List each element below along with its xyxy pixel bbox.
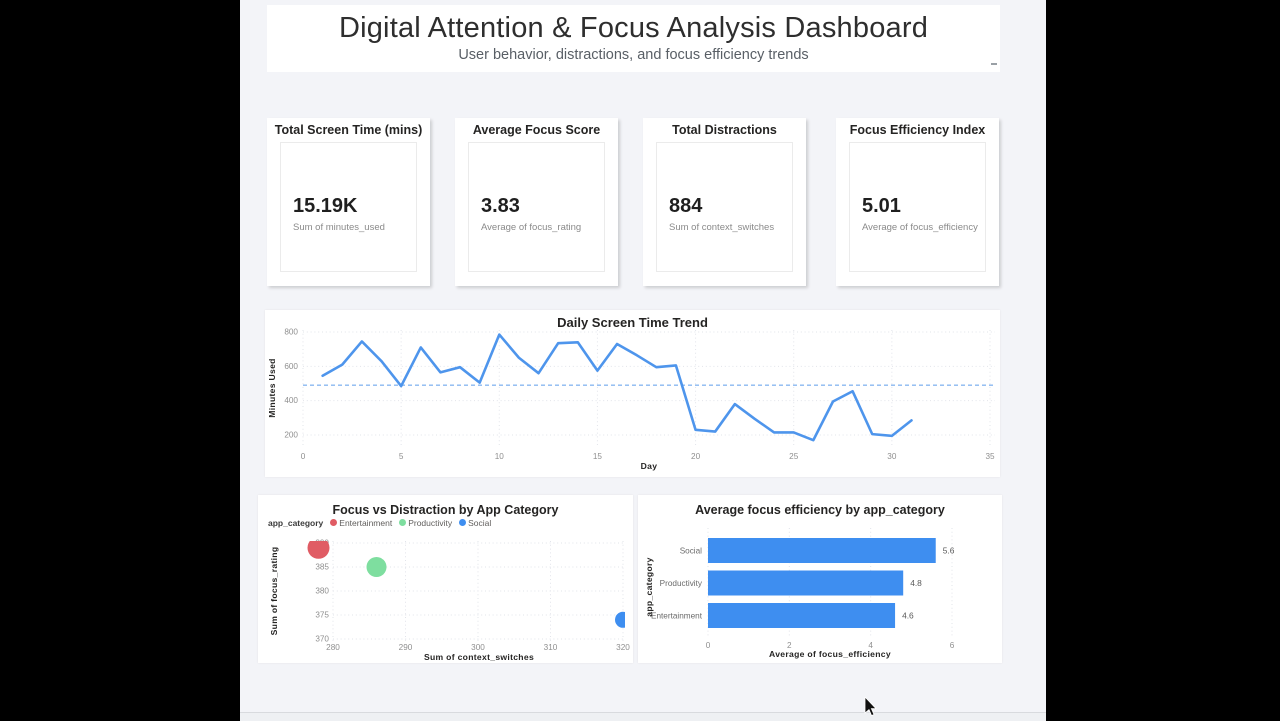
kpi-body: 3.83 Average of focus_rating bbox=[468, 142, 605, 272]
svg-text:4: 4 bbox=[868, 641, 873, 650]
svg-text:Social: Social bbox=[680, 547, 702, 556]
legend-label: Entertainment bbox=[339, 517, 393, 528]
legend-dot-icon bbox=[459, 519, 467, 526]
svg-text:280: 280 bbox=[326, 643, 340, 652]
line-chart-panel: Daily Screen Time Trend 200 400 600 800 0 5 10… bbox=[265, 310, 1000, 477]
kpi-value: 3.83 bbox=[481, 195, 520, 217]
kpi-card-focus-efficiency-index[interactable]: Focus Efficiency Index 5.01 Average of f… bbox=[836, 118, 999, 286]
kpi-caption: Sum of minutes_used bbox=[293, 222, 385, 233]
bar-chart-title: Average focus efficiency by app_category bbox=[695, 503, 945, 517]
svg-text:Sum of context_switches: Sum of context_switches bbox=[424, 652, 534, 662]
scatter-chart-panel: Focus vs Distraction by App Category app… bbox=[258, 495, 633, 663]
kpi-body: 884 Sum of context_switches bbox=[656, 142, 793, 272]
svg-text:Entertainment: Entertainment bbox=[651, 612, 703, 621]
svg-text:385: 385 bbox=[315, 563, 329, 572]
svg-text:300: 300 bbox=[471, 643, 485, 652]
line-chart-title: Daily Screen Time Trend bbox=[557, 315, 708, 330]
bar-social[interactable] bbox=[708, 538, 936, 563]
kpi-card-average-focus-score[interactable]: Average Focus Score 3.83 Average of focu… bbox=[455, 118, 618, 286]
svg-text:0: 0 bbox=[706, 641, 711, 650]
svg-text:Productivity: Productivity bbox=[660, 579, 703, 588]
bar-productivity[interactable] bbox=[708, 570, 904, 596]
kpi-caption: Average of focus_efficiency bbox=[862, 222, 978, 233]
legend-title: app_category bbox=[268, 517, 324, 528]
mouse-cursor bbox=[864, 697, 877, 717]
svg-text:30: 30 bbox=[887, 452, 897, 461]
kpi-body: 15.19K Sum of minutes_used bbox=[280, 142, 417, 272]
svg-text:10: 10 bbox=[495, 452, 505, 461]
svg-text:Sum of focus_rating: Sum of focus_rating bbox=[269, 547, 279, 636]
kpi-card-total-distractions[interactable]: Total Distractions 884 Sum of context_sw… bbox=[643, 118, 806, 286]
svg-text:600: 600 bbox=[284, 362, 298, 371]
scatter-point-entertainment[interactable] bbox=[307, 537, 330, 559]
kpi-title: Total Distractions bbox=[672, 123, 777, 137]
dashboard-canvas: Digital Attention & Focus Analysis Dashb… bbox=[240, 0, 1046, 721]
svg-text:0: 0 bbox=[301, 452, 306, 461]
textbox-resize-handle[interactable] bbox=[991, 63, 997, 65]
svg-text:6: 6 bbox=[950, 641, 955, 650]
page-subtitle: User behavior, distractions, and focus e… bbox=[458, 47, 809, 63]
legend-item-productivity[interactable]: Productivity bbox=[399, 518, 452, 528]
kpi-card-total-screen-time[interactable]: Total Screen Time (mins) 15.19K Sum of m… bbox=[267, 118, 430, 286]
svg-text:320: 320 bbox=[616, 643, 630, 652]
scatter-legend: app_category Entertainment Productivity So… bbox=[258, 516, 633, 529]
daily-screen-time-line-chart[interactable]: 200 400 600 800 0 5 10 15 20 25 30 35 Day Minutes Use… bbox=[265, 328, 1000, 477]
kpi-value: 15.19K bbox=[293, 195, 358, 217]
svg-text:200: 200 bbox=[284, 431, 298, 440]
kpi-caption: Average of focus_rating bbox=[481, 222, 582, 233]
bottom-scroll-strip bbox=[240, 712, 1046, 721]
svg-text:25: 25 bbox=[789, 452, 799, 461]
svg-text:4.8: 4.8 bbox=[910, 578, 922, 588]
legend-label: Social bbox=[468, 517, 492, 528]
svg-text:15: 15 bbox=[593, 452, 603, 461]
svg-text:400: 400 bbox=[284, 396, 298, 405]
kpi-caption: Sum of context_switches bbox=[669, 222, 775, 233]
svg-text:4.6: 4.6 bbox=[902, 611, 914, 621]
screen-time-trend-line[interactable] bbox=[321, 333, 913, 442]
legend-dot-icon bbox=[330, 519, 338, 526]
svg-text:5.6: 5.6 bbox=[943, 546, 955, 556]
kpi-title: Average Focus Score bbox=[472, 123, 601, 137]
svg-text:2: 2 bbox=[787, 641, 792, 650]
svg-text:290: 290 bbox=[399, 643, 413, 652]
focus-vs-distraction-scatter-chart[interactable]: 390385380375370280290300310320Sum of con… bbox=[258, 529, 633, 663]
page-title: Digital Attention & Focus Analysis Dashb… bbox=[338, 12, 929, 44]
svg-text:800: 800 bbox=[284, 328, 298, 337]
svg-text:Minutes Used: Minutes Used bbox=[267, 358, 277, 417]
bar-chart-panel: Average focus efficiency by app_category… bbox=[638, 495, 1002, 663]
scatter-point-productivity[interactable] bbox=[366, 557, 387, 577]
scatter-point-social[interactable] bbox=[615, 611, 631, 628]
legend-dot-icon bbox=[399, 519, 407, 526]
kpi-body: 5.01 Average of focus_efficiency bbox=[849, 142, 986, 272]
svg-text:370: 370 bbox=[315, 635, 329, 644]
legend-item-social[interactable]: Social bbox=[459, 518, 491, 528]
kpi-value: 884 bbox=[669, 195, 703, 217]
svg-text:20: 20 bbox=[691, 452, 701, 461]
svg-text:375: 375 bbox=[315, 611, 329, 620]
svg-text:app_category: app_category bbox=[644, 557, 654, 616]
svg-text:380: 380 bbox=[315, 587, 329, 596]
svg-text:35: 35 bbox=[985, 452, 995, 461]
focus-efficiency-bar-chart[interactable]: 0 2 4 6 Social 5.6 Productivity 4.8 Entertainmen… bbox=[638, 516, 1002, 663]
svg-text:5: 5 bbox=[399, 452, 404, 461]
kpi-title: Total Screen Time (mins) bbox=[274, 123, 423, 137]
kpi-value: 5.01 bbox=[862, 195, 901, 217]
bar-entertainment[interactable] bbox=[708, 603, 896, 628]
svg-text:Day: Day bbox=[641, 461, 658, 471]
legend-item-entertainment[interactable]: Entertainment bbox=[330, 518, 392, 528]
kpi-title: Focus Efficiency Index bbox=[849, 123, 986, 137]
svg-text:310: 310 bbox=[544, 643, 558, 652]
scatter-chart-title: Focus vs Distraction by App Category bbox=[332, 503, 559, 517]
legend-label: Productivity bbox=[408, 517, 453, 528]
svg-text:Average of focus_efficiency: Average of focus_efficiency bbox=[769, 649, 891, 659]
title-textbox: Digital Attention & Focus Analysis Dashb… bbox=[267, 5, 1000, 72]
